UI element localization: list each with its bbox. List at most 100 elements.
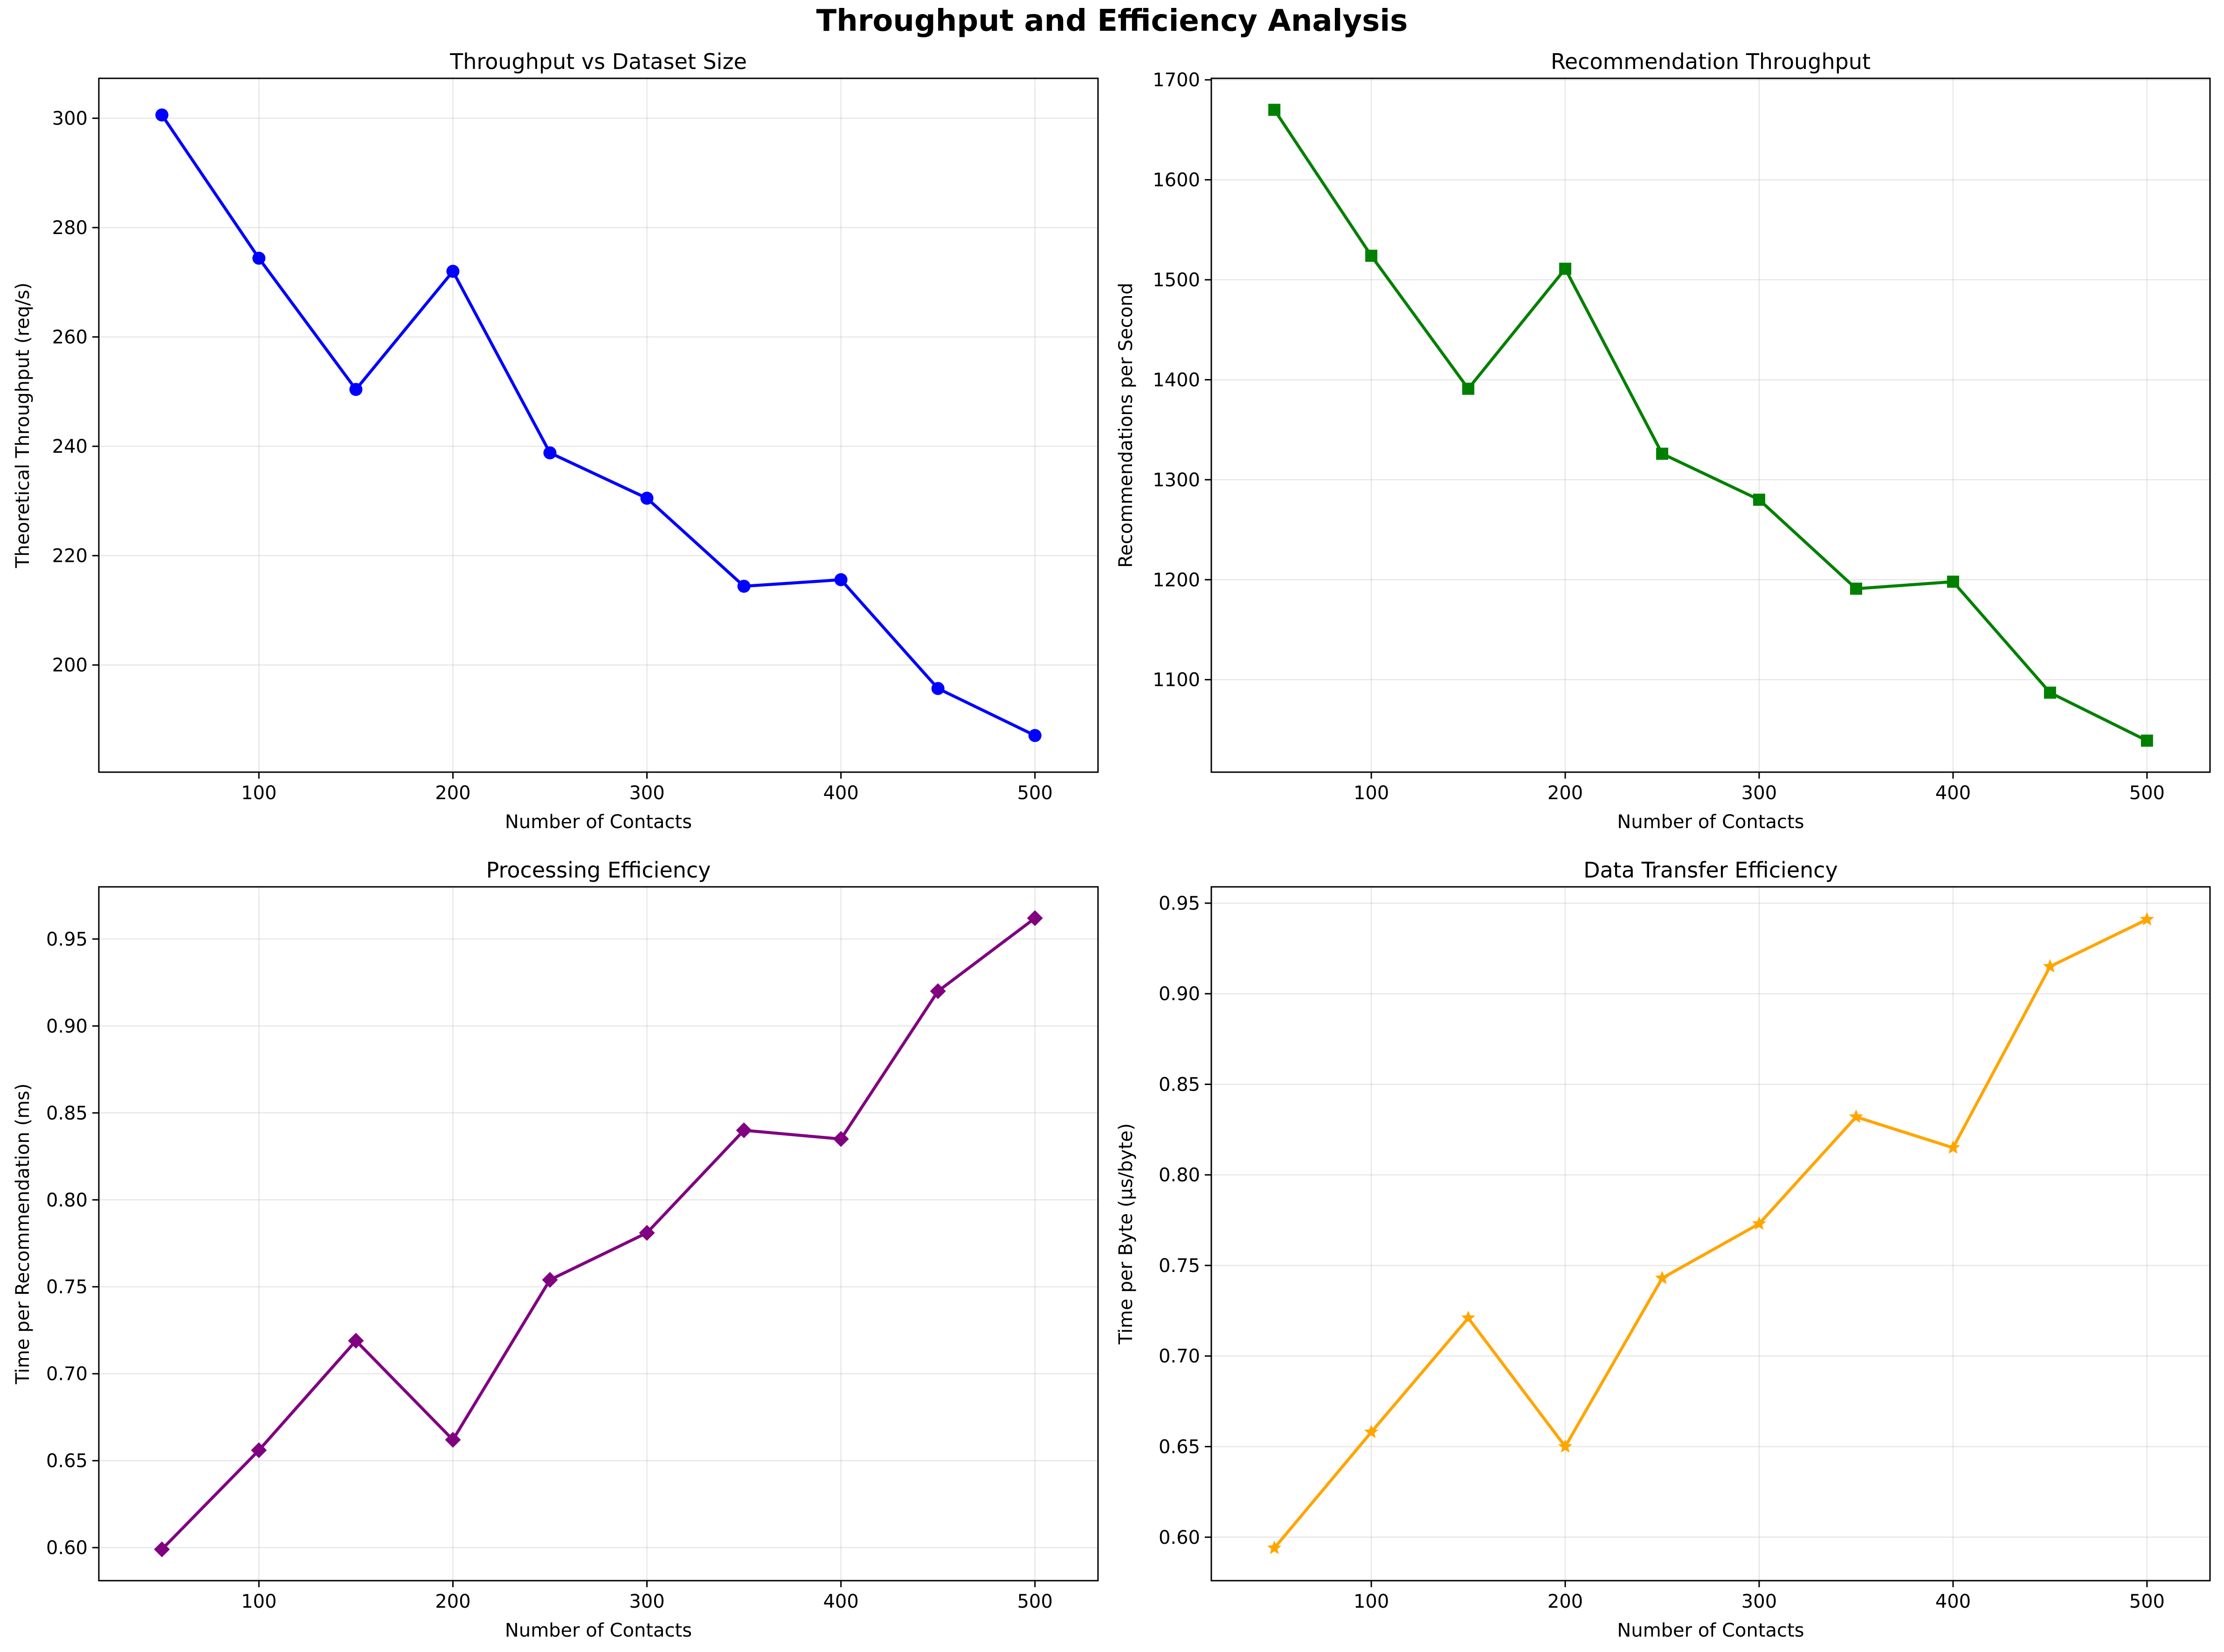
- data-point: [931, 682, 945, 695]
- x-tick-label: 200: [1547, 1591, 1583, 1612]
- y-tick-label: 1600: [1153, 170, 1200, 191]
- x-tick-label: 200: [435, 782, 470, 804]
- chart-title: Throughput vs Dataset Size: [449, 49, 747, 74]
- y-tick-label: 0.60: [1159, 1527, 1200, 1548]
- y-tick-label: 0.80: [46, 1189, 88, 1211]
- chart-title: Processing Efficiency: [486, 857, 711, 883]
- x-tick-label: 400: [1935, 1591, 1971, 1612]
- data-point: [833, 1131, 849, 1147]
- x-tick-label: 200: [1547, 782, 1583, 804]
- x-axis-label: Number of Contacts: [1617, 1620, 1804, 1641]
- data-point: [1028, 729, 1042, 742]
- series-line: [160, 114, 1036, 737]
- data-point: [1461, 1310, 1476, 1324]
- y-tick-label: 0.90: [46, 1016, 88, 1037]
- axes-frame: [98, 77, 1099, 773]
- y-tick-label: 260: [52, 327, 88, 348]
- y-tick-label: 1400: [1153, 369, 1200, 391]
- data-point: [446, 264, 460, 278]
- y-tick-label: 0.95: [1159, 893, 1200, 914]
- x-tick-label: 400: [823, 782, 858, 804]
- data-point: [1850, 582, 1862, 595]
- data-point: [252, 251, 266, 265]
- chart-title: Recommendation Throughput: [1551, 49, 1871, 74]
- y-tick-label: 280: [52, 217, 88, 239]
- x-tick-label: 200: [435, 1591, 470, 1612]
- data-point: [1752, 1216, 1767, 1230]
- chart-title: Data Transfer Efficiency: [1583, 857, 1838, 883]
- axes-frame: [1210, 77, 2211, 773]
- data-point: [1267, 1541, 1282, 1554]
- y-tick-label: 240: [52, 436, 88, 457]
- series-line: [1273, 918, 2148, 1549]
- data-point: [1462, 382, 1475, 395]
- data-point: [1365, 249, 1378, 262]
- y-tick-label: 0.75: [46, 1277, 88, 1298]
- data-point: [155, 108, 169, 122]
- y-tick-label: 0.85: [46, 1103, 88, 1124]
- y-tick-label: 0.65: [1159, 1437, 1200, 1458]
- y-tick-label: 0.65: [46, 1451, 88, 1472]
- y-tick-label: 1500: [1153, 270, 1200, 291]
- x-tick-label: 300: [629, 782, 664, 804]
- data-point: [1947, 575, 1959, 588]
- y-axis-label: Time per Recommendation (ms): [12, 1084, 34, 1385]
- data-point: [1849, 1109, 1864, 1123]
- data-point: [543, 446, 557, 460]
- y-tick-label: 0.75: [1159, 1255, 1200, 1277]
- data-point: [1753, 493, 1765, 506]
- series-line: [1273, 109, 2148, 742]
- data-point: [1946, 1140, 1961, 1154]
- x-tick-label: 500: [2129, 782, 2165, 804]
- y-tick-label: 0.90: [1159, 983, 1200, 1005]
- data-point: [251, 1442, 267, 1458]
- y-tick-label: 0.70: [1159, 1346, 1200, 1367]
- y-tick-label: 1200: [1153, 569, 1200, 591]
- data-point: [736, 1122, 752, 1139]
- y-tick-label: 0.70: [46, 1363, 88, 1385]
- data-point: [1268, 104, 1281, 116]
- data-point: [1559, 263, 1572, 275]
- y-tick-label: 0.80: [1159, 1165, 1200, 1186]
- x-tick-label: 500: [1017, 782, 1053, 804]
- data-point: [348, 1333, 364, 1349]
- y-axis-label: Theoretical Throughput (req/s): [12, 283, 34, 568]
- x-tick-label: 100: [1354, 782, 1389, 804]
- x-tick-label: 300: [1741, 782, 1777, 804]
- y-tick-label: 0.60: [46, 1537, 88, 1559]
- y-tick-label: 1100: [1153, 670, 1200, 691]
- figure-title: Throughput and Efficiency Analysis: [816, 4, 1408, 38]
- data-point: [1656, 448, 1669, 460]
- x-tick-label: 400: [823, 1591, 858, 1612]
- axes-frame: [98, 886, 1099, 1582]
- axes-frame: [1210, 886, 2211, 1582]
- data-point: [640, 491, 654, 505]
- y-tick-label: 200: [52, 655, 88, 676]
- y-tick-label: 300: [52, 108, 88, 130]
- data-point: [542, 1272, 558, 1288]
- data-point: [1655, 1271, 1670, 1285]
- chart-panel-4: 100 200 300 400 500 0.60 0.65 0.70 0.75 0.80 0.85 0…: [1115, 857, 2211, 1641]
- x-tick-label: 400: [1935, 782, 1971, 804]
- data-point: [930, 983, 946, 999]
- x-tick-label: 100: [241, 1591, 276, 1612]
- y-tick-label: 1300: [1153, 470, 1200, 491]
- y-axis-label: Recommendations per Second: [1115, 283, 1137, 567]
- data-point: [2044, 686, 2056, 699]
- data-point: [1558, 1439, 1573, 1453]
- x-tick-label: 500: [1017, 1591, 1053, 1612]
- data-point: [2141, 734, 2153, 747]
- x-tick-label: 500: [2129, 1591, 2165, 1612]
- data-point: [2140, 912, 2154, 926]
- data-point: [737, 580, 751, 593]
- y-axis-label: Time per Byte (μs/byte): [1115, 1123, 1137, 1345]
- x-tick-label: 300: [629, 1591, 664, 1612]
- x-axis-label: Number of Contacts: [505, 811, 692, 833]
- data-point: [2043, 959, 2058, 973]
- y-tick-label: 220: [52, 546, 88, 567]
- data-point: [1027, 910, 1043, 926]
- y-tick-label: 1700: [1153, 69, 1200, 91]
- series-line: [160, 917, 1036, 1551]
- x-tick-label: 100: [241, 782, 276, 804]
